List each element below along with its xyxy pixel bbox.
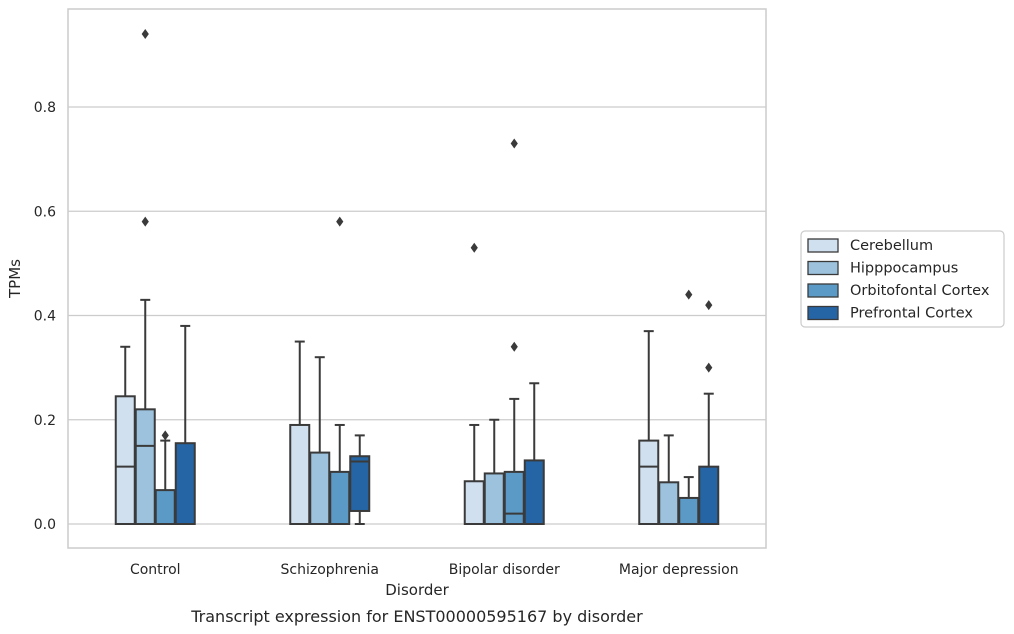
grid-lines [68,106,766,525]
outlier-point [141,216,149,227]
outlier-point [141,29,149,40]
x-tick-label: Schizophrenia [281,562,379,578]
box-orbitofontal-cortex [329,216,351,525]
y-tick-label: 0.2 [34,413,56,429]
boxes [114,29,720,526]
box-cerebellum [289,340,311,525]
legend-label: Cerebellum [850,238,933,254]
legend-label: Prefrontal Cortex [850,306,973,322]
legend-swatch [807,305,839,321]
box-cerebellum [463,242,485,526]
box-prefrontal-cortex [174,324,196,525]
box-body [698,465,720,526]
outlier-point [336,216,344,227]
box-body [463,480,485,526]
box-orbitofontal-cortex [154,430,176,525]
box-body [483,472,505,525]
legend: Cerebellum Hipppocampus Orbitofontal Corte… [800,230,1005,328]
outlier-point [161,430,169,441]
box-body [289,423,311,525]
legend-swatch [807,238,839,253]
outlier-point [705,362,713,373]
x-tick-label: Control [130,562,181,578]
box-body [154,489,176,525]
box-cerebellum [638,330,660,526]
box-body [503,470,525,525]
x-axis-title: Disorder [385,581,449,599]
box-body [134,408,156,526]
box-prefrontal-cortex [349,434,371,525]
box-body [114,395,136,526]
x-axis-ticks: Control Schizophrenia Bipolar disorder Majo… [130,562,739,578]
box-hipppocampus [483,418,505,525]
box-body [174,442,196,525]
box-body [309,451,331,525]
box-orbitofontal-cortex [503,138,525,525]
box-prefrontal-cortex [698,300,720,526]
outlier-point [510,138,518,149]
box-hipppocampus [658,434,680,525]
box-body [638,439,660,526]
outlier-point [685,289,693,300]
legend-label: Hipppocampus [850,261,958,277]
x-tick-label: Major depression [619,562,739,578]
box-body [658,481,680,525]
plot-frame [67,8,767,549]
outlier-point [705,300,713,311]
box-hipppocampus [134,29,156,526]
y-tick-label: 0.6 [34,204,56,220]
legend-swatch [807,260,839,276]
box-body [523,459,545,525]
y-axis-title: TPMs [6,259,24,299]
legend-swatch [807,283,839,298]
box-body [349,455,371,512]
box-body [678,496,700,525]
chart-caption: Transcript expression for ENST0000059516… [190,607,643,626]
legend-frame [800,230,1005,328]
y-tick-label: 0.8 [34,100,56,116]
y-tick-label: 0.4 [34,309,56,325]
outlier-point [510,341,518,352]
box-orbitofontal-cortex [678,289,700,525]
y-axis-ticks: 0.0 0.2 0.4 0.6 0.8 [34,100,56,533]
box-body [329,470,351,525]
box-prefrontal-cortex [523,382,545,525]
x-tick-label: Bipolar disorder [449,562,560,578]
y-tick-label: 0.0 [34,517,56,533]
box-hipppocampus [309,356,331,525]
legend-label: Orbitofontal Cortex [850,283,990,299]
outlier-point [470,242,478,253]
box-cerebellum [114,345,136,526]
